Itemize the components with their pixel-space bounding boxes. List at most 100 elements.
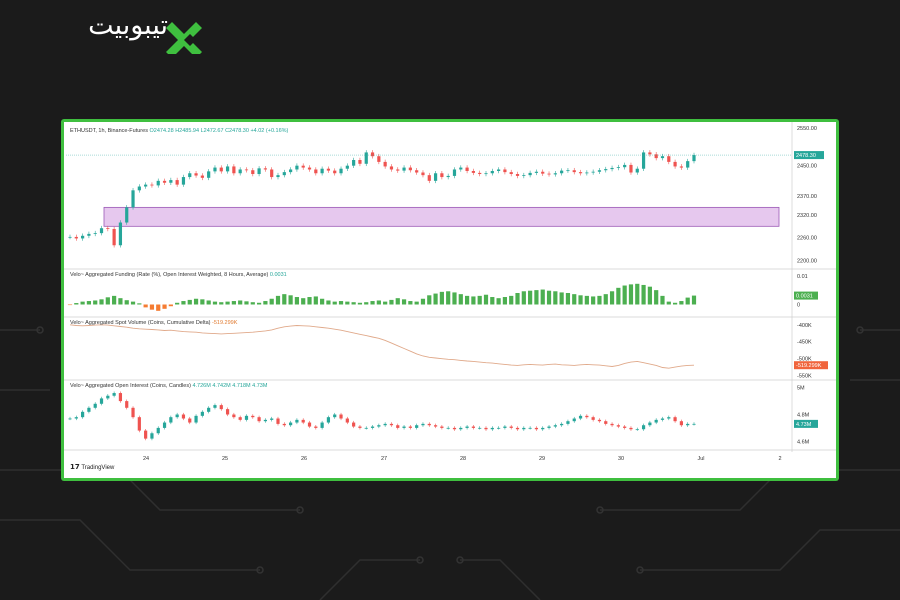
circuit-line xyxy=(319,559,420,600)
funding-value: 0.0031 xyxy=(269,272,287,278)
time-tick-label: 26 xyxy=(301,456,307,462)
oi-candle xyxy=(225,409,230,415)
funding-bar xyxy=(553,291,558,305)
circuit-line xyxy=(0,519,260,571)
funding-bar xyxy=(124,300,129,305)
oi-candle xyxy=(610,423,614,426)
funding-bar xyxy=(187,299,192,305)
price-candle xyxy=(87,233,91,236)
spot-volume-tick-label: -550K xyxy=(797,374,812,380)
funding-bar xyxy=(294,297,300,305)
open-interest-title: Velo~ Aggregated Open Interest (Coins, C… xyxy=(70,383,191,389)
price-candle xyxy=(433,173,438,181)
tradingview-label: TradingView xyxy=(81,465,115,471)
oi-tick-label: 4.6M xyxy=(797,439,810,445)
funding-bar xyxy=(502,297,508,305)
price-candle xyxy=(383,161,387,167)
price-candle xyxy=(137,186,141,191)
spot-volume-title: Velo~ Aggregated Spot Volume (Coins, Cum… xyxy=(70,320,211,326)
oi-candle xyxy=(270,418,274,420)
price-candle xyxy=(648,152,652,155)
price-candle xyxy=(623,164,627,168)
time-tick-label: 30 xyxy=(618,456,624,462)
price-candle xyxy=(333,170,337,174)
funding-legend: Velo~ Aggregated Funding (Rate (%), Open… xyxy=(70,272,287,279)
price-candle xyxy=(144,184,148,187)
price-candle xyxy=(244,169,249,171)
price-candle xyxy=(478,172,482,175)
oi-candle xyxy=(402,426,406,428)
funding-bar xyxy=(200,299,205,305)
circuit-node xyxy=(636,566,644,574)
oi-candle xyxy=(534,427,539,430)
funding-bar xyxy=(326,300,331,305)
oi-candle xyxy=(591,417,595,420)
oi-high: 4.742M xyxy=(212,383,231,389)
oi-candle xyxy=(484,427,488,430)
price-candle xyxy=(314,169,318,174)
funding-bar xyxy=(383,301,388,305)
oi-candle xyxy=(93,403,97,408)
oi-candle xyxy=(641,425,646,430)
spot-volume-tick-label: -400K xyxy=(797,323,812,329)
price-candle xyxy=(251,170,255,175)
oi-candle xyxy=(497,427,501,429)
price-candle xyxy=(352,160,356,166)
price-candle xyxy=(289,169,293,173)
oi-candle xyxy=(509,426,513,428)
price-candle xyxy=(654,154,658,159)
price-candle xyxy=(465,167,469,171)
oi-candle xyxy=(547,426,551,428)
brand-name: تیبوبیت xyxy=(88,10,169,41)
funding-bar xyxy=(515,293,520,305)
price-candle xyxy=(585,172,589,174)
funding-bar xyxy=(193,298,199,305)
oi-candle xyxy=(465,426,469,428)
price-candle xyxy=(156,180,160,186)
price-candle xyxy=(358,160,362,164)
oi-candle xyxy=(289,422,293,426)
price-candle xyxy=(307,167,312,170)
oi-candle xyxy=(396,425,400,428)
oi-candle xyxy=(433,425,438,427)
funding-bar xyxy=(156,304,161,311)
funding-bar xyxy=(288,295,293,305)
funding-bar xyxy=(609,291,615,305)
oi-candle xyxy=(144,430,148,439)
funding-bar xyxy=(250,302,255,305)
price-candle xyxy=(106,228,110,230)
oi-candle xyxy=(207,407,211,412)
funding-bar xyxy=(654,290,659,305)
funding-bar xyxy=(559,292,564,305)
funding-bar xyxy=(74,303,79,305)
funding-bar xyxy=(572,294,577,305)
price-candle xyxy=(446,175,450,178)
price-candle xyxy=(692,155,696,162)
tradingview-branding[interactable]: 17 TradingView xyxy=(70,463,114,471)
price-candle xyxy=(118,222,123,246)
oi-candle xyxy=(358,426,362,428)
oi-candle xyxy=(585,415,589,418)
oi-candle xyxy=(251,415,255,418)
oi-candle xyxy=(320,422,324,428)
highlight-zone xyxy=(103,206,780,227)
funding-bar xyxy=(345,301,350,305)
oi-candle xyxy=(415,425,419,428)
oi-candle xyxy=(150,433,154,439)
price-candle xyxy=(276,175,280,178)
funding-bar xyxy=(452,292,457,305)
brand-logo-mark xyxy=(166,22,202,54)
price-tick-label: 2550.00 xyxy=(797,126,817,132)
price-candle xyxy=(370,152,375,157)
price-open: O2474.28 xyxy=(149,128,174,134)
oi-value-badge xyxy=(794,419,818,428)
time-tick-label: 28 xyxy=(460,456,466,462)
oi-candle xyxy=(383,423,387,426)
circuit-line xyxy=(0,469,300,511)
time-tick-label: 25 xyxy=(222,456,228,462)
funding-bar xyxy=(496,298,501,305)
oi-candle xyxy=(446,427,450,429)
oi-candle xyxy=(648,422,652,426)
price-candle xyxy=(503,169,507,173)
circuit-line xyxy=(600,469,900,511)
